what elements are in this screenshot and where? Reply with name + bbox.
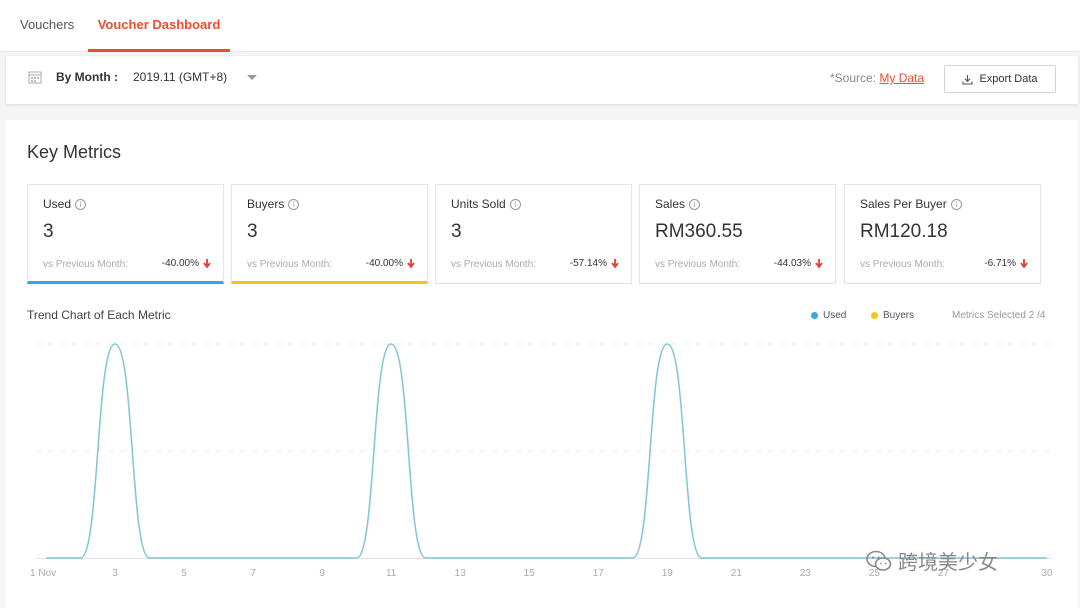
- tab-bar: Vouchers Voucher Dashboard: [0, 0, 1080, 52]
- export-data-label: Export Data: [979, 73, 1038, 85]
- series-line-buyers: [46, 343, 1047, 559]
- metric-card-sales[interactable]: Sales i RM360.55 vs Previous Month: -44.0…: [639, 184, 836, 284]
- calendar-icon: [28, 71, 42, 84]
- x-tick-label: 5: [181, 568, 187, 579]
- arrow-down-icon: [611, 259, 619, 268]
- legend-item-buyers[interactable]: Buyers: [871, 310, 914, 321]
- x-tick-label: 11: [386, 568, 397, 579]
- tab-vouchers[interactable]: Vouchers: [20, 17, 75, 32]
- info-icon[interactable]: i: [509, 198, 521, 210]
- arrow-down-icon: [1020, 259, 1028, 268]
- trend-chart-title: Trend Chart of Each Metric: [27, 308, 171, 322]
- source-prefix: *Source:: [830, 71, 877, 85]
- period-select[interactable]: 2019.11 (GMT+8): [133, 70, 228, 84]
- x-tick-label: 1 Nov: [30, 568, 56, 579]
- metric-change: -44.03%: [773, 258, 811, 269]
- legend-label: Used: [823, 310, 847, 321]
- x-tick-label: 17: [593, 568, 605, 579]
- watermark: 跨境美少女: [866, 546, 998, 575]
- metric-label: Units Sold: [451, 197, 506, 211]
- legend-label: Buyers: [883, 310, 915, 321]
- metric-card-used[interactable]: Used i 3 vs Previous Month: -40.00%: [27, 184, 224, 284]
- x-tick-label: 21: [731, 568, 743, 579]
- x-tick-label: 27: [938, 568, 950, 579]
- arrow-down-icon: [815, 259, 823, 268]
- x-tick-label: 13: [455, 568, 467, 579]
- metric-card-sales-per-buyer[interactable]: Sales Per Buyer i RM120.18 vs Previous Mo…: [844, 184, 1041, 284]
- metric-value: 3: [451, 221, 462, 242]
- wechat-icon: [866, 550, 892, 571]
- x-tick-label: 30: [1041, 568, 1053, 579]
- x-tick-label: 15: [524, 568, 536, 579]
- metric-change: -57.14%: [569, 258, 607, 269]
- info-icon[interactable]: i: [950, 198, 962, 210]
- source-note: *Source: My Data: [830, 71, 924, 85]
- section-title: Key Metrics: [27, 142, 122, 162]
- key-metrics-panel: Key Metrics Used i 3 vs Previous Month: -…: [6, 120, 1078, 608]
- metrics-selected-count[interactable]: Metrics Selected 2 /4: [952, 310, 1046, 321]
- x-tick-label: 19: [662, 568, 674, 579]
- metric-compare-label: vs Previous Month:: [451, 259, 537, 270]
- arrow-down-icon: [407, 259, 415, 268]
- period-label: By Month :: [56, 70, 118, 84]
- my-data-link[interactable]: My Data: [879, 71, 925, 85]
- metric-card-units-sold[interactable]: Units Sold i 3 vs Previous Month: -57.14%: [435, 184, 632, 284]
- metric-value: RM120.18: [860, 221, 948, 242]
- legend-item-used[interactable]: Used: [811, 310, 846, 321]
- metric-value: 3: [43, 221, 54, 242]
- x-tick-label: 23: [800, 568, 812, 579]
- metric-change: -6.71%: [984, 258, 1016, 269]
- legend-dot: [871, 312, 878, 319]
- info-icon[interactable]: i: [288, 198, 300, 210]
- tab-voucher-dashboard[interactable]: Voucher Dashboard: [88, 0, 230, 52]
- info-icon[interactable]: i: [75, 198, 87, 210]
- metric-label: Sales Per Buyer: [860, 197, 947, 211]
- info-icon[interactable]: i: [689, 198, 701, 210]
- x-tick-label: 9: [319, 568, 325, 579]
- metric-card-buyers[interactable]: Buyers i 3 vs Previous Month: -40.00%: [231, 184, 428, 284]
- x-tick-label: 7: [250, 568, 256, 579]
- metric-compare-label: vs Previous Month:: [43, 259, 129, 270]
- arrow-down-icon: [203, 259, 211, 268]
- metric-change: -40.00%: [161, 258, 199, 269]
- chevron-down-icon[interactable]: [247, 75, 257, 80]
- metric-compare-label: vs Previous Month:: [655, 259, 741, 270]
- metric-label: Buyers: [247, 197, 285, 211]
- legend-dot: [811, 312, 818, 319]
- metric-change: -40.00%: [365, 258, 403, 269]
- download-icon: [962, 74, 974, 85]
- metric-compare-label: vs Previous Month:: [860, 259, 946, 270]
- filter-bar: By Month : 2019.11 (GMT+8) *Source: My D…: [6, 56, 1078, 104]
- metric-value: 3: [247, 221, 258, 242]
- metric-compare-label: vs Previous Month:: [247, 259, 333, 270]
- metric-label: Used: [43, 197, 72, 211]
- watermark-text: 跨境美少女: [898, 550, 998, 574]
- metric-value: RM360.55: [655, 221, 743, 242]
- metric-label: Sales: [655, 197, 686, 211]
- export-data-button[interactable]: Export Data: [944, 65, 1056, 93]
- x-tick-label: 3: [112, 568, 118, 579]
- x-tick-label: 25: [869, 568, 881, 579]
